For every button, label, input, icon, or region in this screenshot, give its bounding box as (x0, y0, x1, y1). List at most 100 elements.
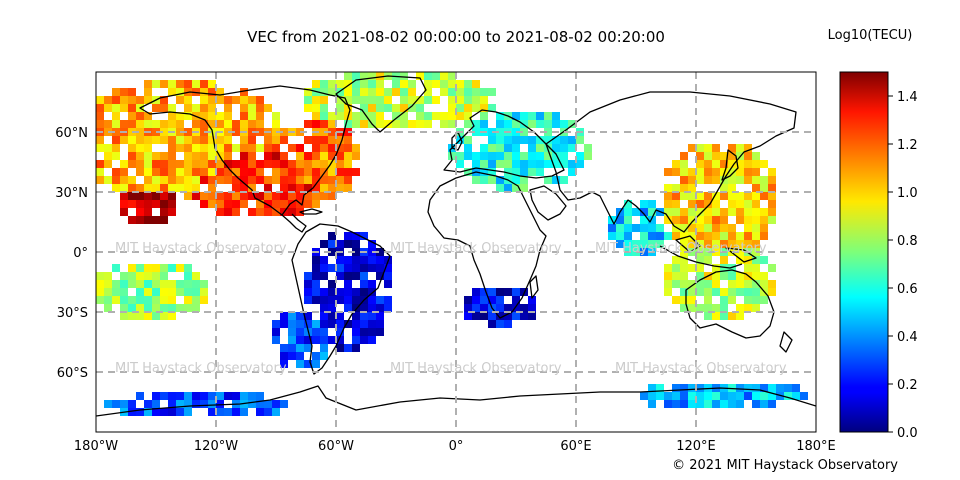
tec-cell (760, 296, 768, 304)
tec-cell (624, 232, 632, 240)
tec-cell (768, 200, 776, 208)
tec-cell (152, 160, 160, 168)
tec-cell (344, 296, 352, 304)
tec-cell (528, 152, 536, 160)
tec-cell (240, 112, 248, 120)
tec-cell (328, 304, 336, 312)
tec-cell (424, 112, 432, 120)
tec-cell (688, 392, 696, 400)
tec-cell (488, 296, 496, 304)
tec-cell (744, 264, 752, 272)
tec-cell (368, 80, 376, 88)
tec-cell (544, 128, 552, 136)
tec-cell (640, 224, 648, 232)
coastlines (96, 75, 816, 417)
tec-cell (120, 400, 128, 408)
tec-cell (760, 184, 768, 192)
tec-cell (752, 280, 760, 288)
tec-cell (152, 312, 160, 320)
tec-cell (136, 168, 144, 176)
tec-cell (480, 160, 488, 168)
tec-cell (168, 88, 176, 96)
tec-cell (648, 200, 656, 208)
tec-cell (200, 144, 208, 152)
tec-cell (200, 88, 208, 96)
tec-cell (352, 272, 360, 280)
tec-cell (664, 232, 672, 240)
tec-cell (160, 216, 168, 224)
tec-cell (144, 192, 152, 200)
tec-cell (464, 80, 472, 88)
tec-cell (648, 216, 656, 224)
tec-cell (736, 272, 744, 280)
tec-cell (280, 192, 288, 200)
colorbar-label: Log10(TECU) (827, 28, 913, 43)
tec-cell (192, 288, 200, 296)
tec-cell (104, 400, 112, 408)
tec-cell (576, 152, 584, 160)
tec-cell (328, 152, 336, 160)
tec-cell (224, 144, 232, 152)
tec-cell (488, 136, 496, 144)
tec-cell (344, 344, 352, 352)
tec-cell (760, 400, 768, 408)
tec-cell (128, 200, 136, 208)
tec-cell (672, 392, 680, 400)
tec-cell (712, 144, 720, 152)
tec-cell (728, 192, 736, 200)
tec-cell (504, 136, 512, 144)
tec-cell (728, 280, 736, 288)
tec-cell (408, 80, 416, 88)
tec-cell (192, 144, 200, 152)
tec-cell (240, 392, 248, 400)
tec-cell (176, 136, 184, 144)
tec-cell (304, 296, 312, 304)
tec-cell (672, 216, 680, 224)
tec-cell (328, 144, 336, 152)
coastline-greenland (335, 75, 427, 133)
tec-cell (232, 408, 240, 416)
tec-cell (128, 96, 136, 104)
tec-cell (712, 272, 720, 280)
coastline-asia (545, 91, 797, 233)
tec-cell (464, 304, 472, 312)
tec-cell (312, 320, 320, 328)
tec-cell (264, 200, 272, 208)
tec-cell (144, 120, 152, 128)
tec-cell (768, 168, 776, 176)
tec-cell (144, 184, 152, 192)
tec-cell (104, 144, 112, 152)
tec-cell (448, 112, 456, 120)
tec-cell (520, 136, 528, 144)
tec-cell (192, 392, 200, 400)
tec-cell (152, 400, 160, 408)
tec-cell (744, 208, 752, 216)
tec-cell (296, 312, 304, 320)
tec-cell (552, 136, 560, 144)
tec-cell (432, 96, 440, 104)
tec-cell (760, 216, 768, 224)
tec-cell (360, 328, 368, 336)
tec-cell (736, 280, 744, 288)
tec-cell (312, 360, 320, 368)
tec-cell (200, 288, 208, 296)
tec-cell (736, 160, 744, 168)
coastline-cuba (299, 208, 323, 215)
tec-cell (688, 168, 696, 176)
tec-cell (256, 96, 264, 104)
tec-cell (736, 216, 744, 224)
tec-cell (216, 120, 224, 128)
tec-cell (176, 280, 184, 288)
tec-cell (144, 208, 152, 216)
tec-cell (496, 112, 504, 120)
tec-cell (408, 88, 416, 96)
tec-cell (160, 80, 168, 88)
tec-cell (304, 176, 312, 184)
tec-cell (136, 96, 144, 104)
tec-cell (264, 192, 272, 200)
tec-cell (112, 296, 120, 304)
tec-cell (256, 208, 264, 216)
tec-cell (112, 144, 120, 152)
tec-cell (216, 176, 224, 184)
colorbar-tick-label: 1.4 (897, 90, 918, 105)
